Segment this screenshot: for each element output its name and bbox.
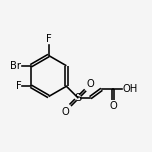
Text: S: S xyxy=(74,93,81,103)
Text: O: O xyxy=(86,79,94,89)
Text: O: O xyxy=(61,107,69,117)
Text: F: F xyxy=(16,81,21,91)
Text: OH: OH xyxy=(123,84,138,94)
Text: Br: Br xyxy=(10,61,21,71)
Text: O: O xyxy=(109,101,117,111)
Text: F: F xyxy=(46,34,52,44)
